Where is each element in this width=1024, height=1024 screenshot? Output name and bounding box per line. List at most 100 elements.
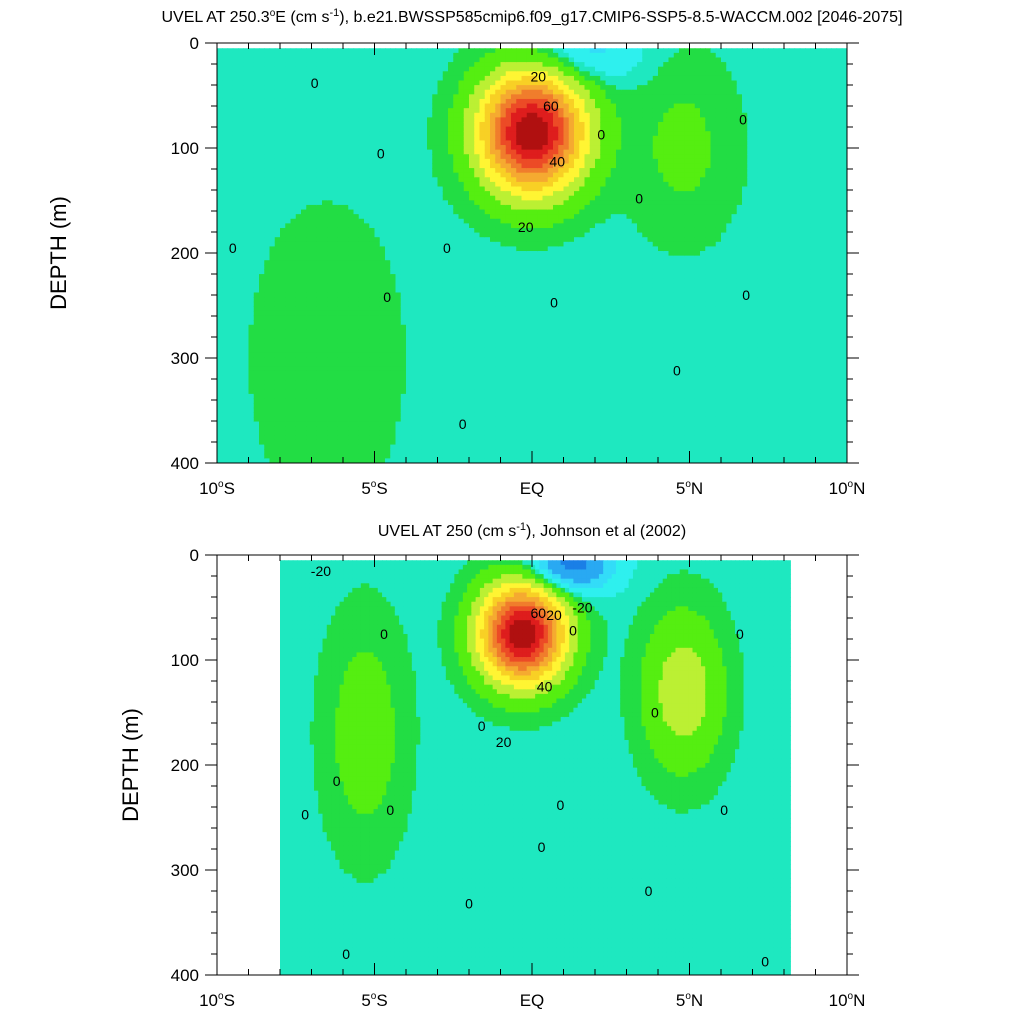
panel-top-field-cell: [406, 149, 412, 155]
panel-top-field-cell: [259, 306, 265, 312]
panel-top-field-cell: [295, 191, 302, 197]
panel-top-field-cell: [358, 172, 365, 178]
panel-top-field-cell: [337, 186, 344, 192]
panel-top-field-cell: [474, 352, 481, 358]
panel-top-field-cell: [295, 48, 302, 54]
panel-top-field-cell: [253, 89, 260, 95]
panel-top-field-cell: [416, 361, 423, 367]
panel-top-field-cell: [285, 126, 292, 132]
panel-top-field-cell: [295, 361, 302, 367]
panel-top-field-cell: [374, 407, 381, 413]
panel-top-field-cell: [495, 407, 502, 413]
panel-top-field-cell: [264, 297, 271, 303]
panel-top-field-cell: [316, 200, 323, 206]
panel-top-field-cell: [364, 407, 370, 413]
panel-top-field-cell: [385, 389, 391, 395]
panel-top-field-cell: [253, 329, 260, 335]
panel-top-field-cell: [316, 426, 323, 432]
panel-top-field-cell: [264, 154, 271, 160]
panel-top-field-cell: [400, 200, 407, 206]
panel-top-field-cell: [421, 204, 428, 211]
panel-top-field-cell: [421, 227, 428, 234]
panel-top-field-cell: [337, 292, 344, 298]
panel-top-field-cell: [400, 75, 407, 82]
panel-top-field-cell: [269, 260, 276, 266]
panel-top-field-cell: [243, 112, 250, 118]
panel-top-field-cell: [269, 237, 276, 243]
panel-top-field-cell: [259, 89, 265, 95]
panel-top-field-cell: [327, 380, 334, 386]
panel-top-field-cell: [290, 435, 297, 441]
panel-top-field-cell: [406, 246, 412, 252]
panel-top-field-cell: [442, 75, 449, 82]
panel-top-field-cell: [474, 269, 481, 275]
panel-top-field-cell: [432, 214, 439, 220]
panel-top-field-cell: [379, 112, 386, 118]
panel-top-field-cell: [343, 306, 349, 312]
panel-top-field-cell: [248, 66, 255, 72]
panel-top-field-cell: [432, 135, 439, 142]
panel-top-field-cell: [227, 191, 234, 197]
panel-top-field-cell: [243, 306, 250, 312]
panel-top-field-cell: [484, 191, 491, 197]
panel-top-field-cell: [337, 333, 344, 340]
panel-top-field-cell: [322, 260, 328, 266]
panel-top-field-cell: [248, 168, 255, 174]
panel-top-field-cell: [495, 195, 502, 201]
panel-top-field-cell: [458, 237, 465, 243]
panel-top-field-cell: [484, 218, 491, 224]
panel-top-field-cell: [301, 149, 307, 155]
panel-top-field-cell: [364, 85, 370, 91]
panel-top-field-cell: [238, 237, 244, 243]
panel-top-field-cell: [469, 204, 475, 211]
panel-top-field-cell: [343, 89, 349, 95]
panel-top-field-cell: [353, 172, 360, 178]
panel-top-field-cell: [484, 108, 491, 114]
panel-top-field-cell: [295, 140, 302, 146]
panel-top-field-cell: [437, 412, 444, 418]
panel-top-field-cell: [411, 98, 418, 105]
panel-top-field-cell: [353, 274, 360, 280]
panel-top-field-cell: [316, 214, 323, 220]
panel-top-field-cell: [337, 191, 344, 197]
panel-top-field-cell: [311, 426, 318, 432]
panel-top-field-cell: [490, 149, 496, 155]
panel-top-field-cell: [222, 218, 229, 224]
panel-top-field-cell: [453, 380, 460, 386]
panel-top-field-cell: [248, 292, 255, 298]
panel-top-field-cell: [432, 357, 439, 363]
panel-top-field-cell: [217, 333, 223, 340]
panel-top-field-cell: [264, 52, 271, 59]
panel-top-field-cell: [343, 389, 349, 395]
panel-top-field-cell: [453, 333, 460, 340]
panel-top-field-cell: [379, 85, 386, 91]
panel-top-field-cell: [259, 117, 265, 123]
panel-top-field-cell: [479, 186, 486, 192]
panel-top-field-cell: [453, 168, 460, 174]
panel-top-field-cell: [374, 315, 381, 321]
panel-top-field-cell: [411, 283, 418, 289]
panel-top-field-cell: [248, 163, 255, 169]
panel-top-field-cell: [306, 241, 313, 248]
panel-top-field-cell: [274, 403, 281, 409]
panel-top-field-cell: [227, 66, 234, 72]
panel-top-field-cell: [385, 370, 391, 377]
panel-top-field-cell: [479, 218, 486, 224]
panel-top-field-cell: [301, 227, 307, 234]
panel-top-field-cell: [432, 117, 439, 123]
panel-top-field-cell: [301, 412, 307, 418]
panel-top-field-cell: [411, 439, 418, 446]
panel-top-field-cell: [248, 403, 255, 409]
panel-top-field-cell: [285, 343, 292, 349]
panel-top-field-cell: [311, 375, 318, 381]
panel-top-field-cell: [253, 223, 260, 229]
panel-top-field-cell: [327, 264, 334, 271]
panel-top-field-cell: [484, 283, 491, 289]
panel-top-field-cell: [322, 380, 328, 386]
panel-top-field-cell: [385, 297, 391, 303]
panel-top-field-cell: [311, 200, 318, 206]
panel-top-field-cell: [411, 94, 418, 100]
panel-top-field-cell: [474, 237, 481, 243]
panel-top-field-cell: [259, 260, 265, 266]
